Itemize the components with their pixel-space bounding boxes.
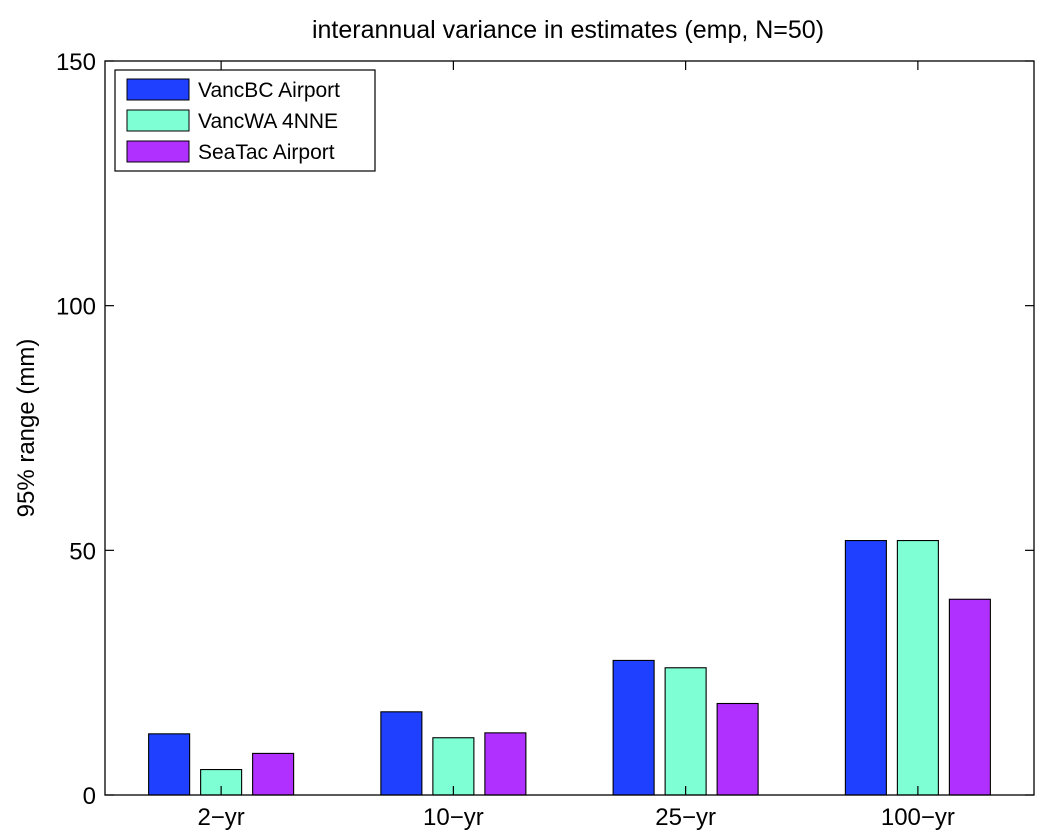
ticks-layer: 0 50 100 150 2−yr 10−yr 25−yr 100−yr xyxy=(56,49,1034,831)
y-axis-label: 95% range (mm) xyxy=(13,339,40,518)
y-tick-label: 150 xyxy=(56,49,96,76)
bar-vancwa-4nne-3 xyxy=(896,539,939,796)
x-tick-label: 2−yr xyxy=(197,804,244,831)
y-tick-label: 0 xyxy=(83,783,96,810)
y-tick-label: 50 xyxy=(69,538,96,565)
bar-seatac-airport-1 xyxy=(484,732,527,796)
bar-vancwa-4nne-2 xyxy=(664,667,707,796)
legend-swatch xyxy=(126,109,190,132)
bar-vancbc-airport-0 xyxy=(148,733,191,796)
y-tick-label: 100 xyxy=(56,294,96,321)
legend: VancBC Airport VancWA 4NNE SeaTac Airport xyxy=(114,69,376,172)
legend-swatch xyxy=(126,140,190,163)
bar-vancwa-4nne-1 xyxy=(432,737,475,796)
x-tick-label: 10−yr xyxy=(423,804,484,831)
x-tick-label: 25−yr xyxy=(655,804,716,831)
bar-seatac-airport-3 xyxy=(948,598,991,796)
bar-vancbc-airport-1 xyxy=(380,711,423,796)
bars-layer xyxy=(148,539,991,796)
chart-title: interannual variance in estimates (emp, … xyxy=(312,16,824,44)
bar-seatac-airport-0 xyxy=(252,752,295,796)
bar-seatac-airport-2 xyxy=(716,702,759,796)
legend-label: VancWA 4NNE xyxy=(198,110,338,133)
x-tick-label: 100−yr xyxy=(881,804,955,831)
legend-label: SeaTac Airport xyxy=(198,141,335,164)
legend-label: VancBC Airport xyxy=(198,79,340,102)
legend-swatch xyxy=(126,78,190,101)
bar-vancbc-airport-3 xyxy=(844,539,887,796)
plot-frame xyxy=(104,60,1035,796)
bar-vancbc-airport-2 xyxy=(612,659,655,796)
